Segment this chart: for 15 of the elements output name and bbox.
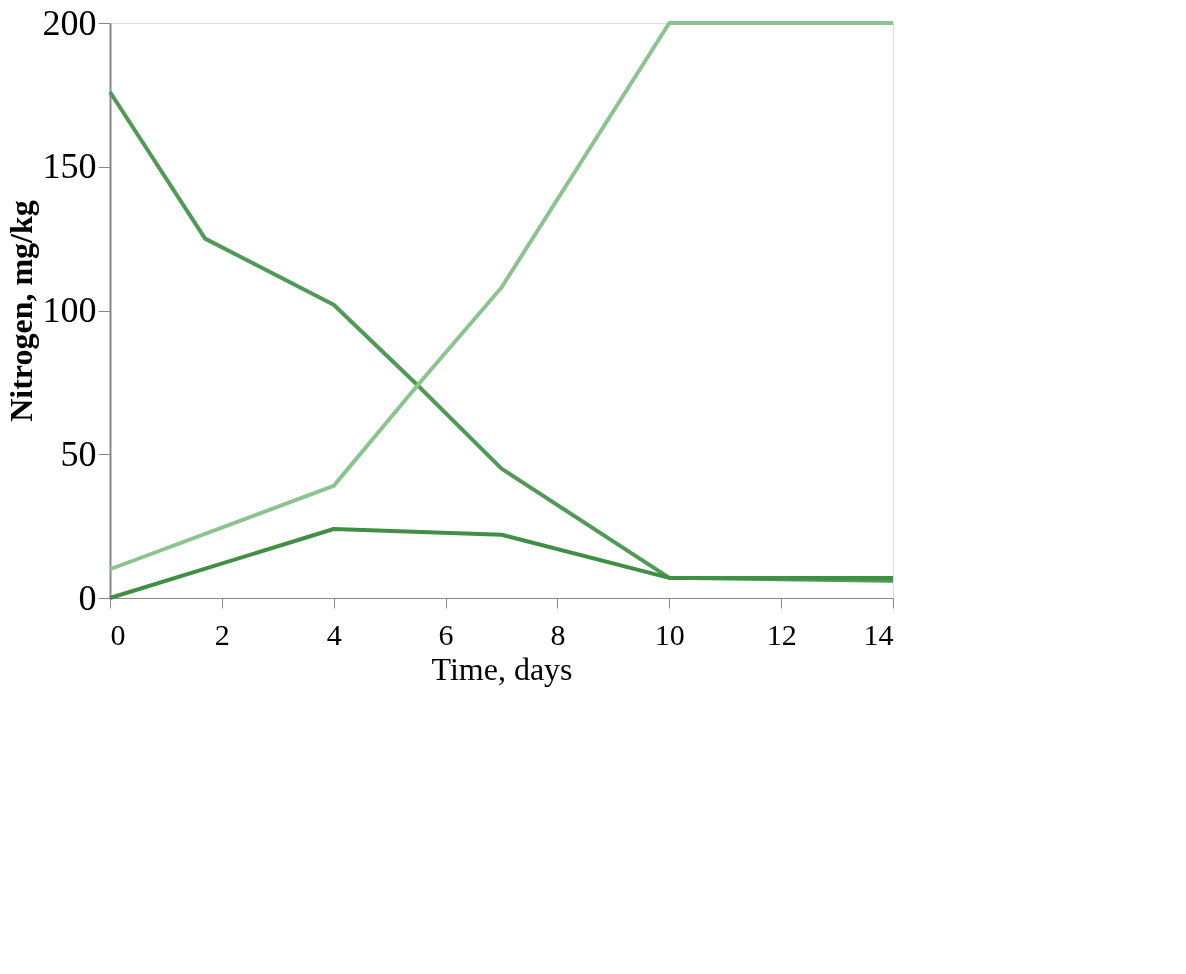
x-tick-label: 6 bbox=[438, 617, 454, 651]
x-tick-label: 12 bbox=[766, 617, 797, 651]
y-tick-label: 150 bbox=[42, 146, 97, 187]
x-tick-label: 0 bbox=[110, 617, 126, 651]
x-tick-label: 8 bbox=[550, 617, 566, 651]
y-tick-label: 100 bbox=[42, 290, 97, 330]
y-tick-label: 0 bbox=[78, 577, 97, 618]
y-tick-label: 200 bbox=[42, 2, 97, 43]
y-axis-title: Nitrogen, mg/kg bbox=[2, 200, 39, 422]
x-tick-label: 2 bbox=[214, 617, 230, 651]
x-tick-label: 14 bbox=[863, 617, 894, 651]
x-tick-label: 10 bbox=[654, 617, 685, 651]
x-axis-title: Time, days bbox=[431, 650, 573, 687]
x-tick-label: 4 bbox=[326, 617, 342, 651]
y-tick-label: 50 bbox=[60, 433, 97, 474]
